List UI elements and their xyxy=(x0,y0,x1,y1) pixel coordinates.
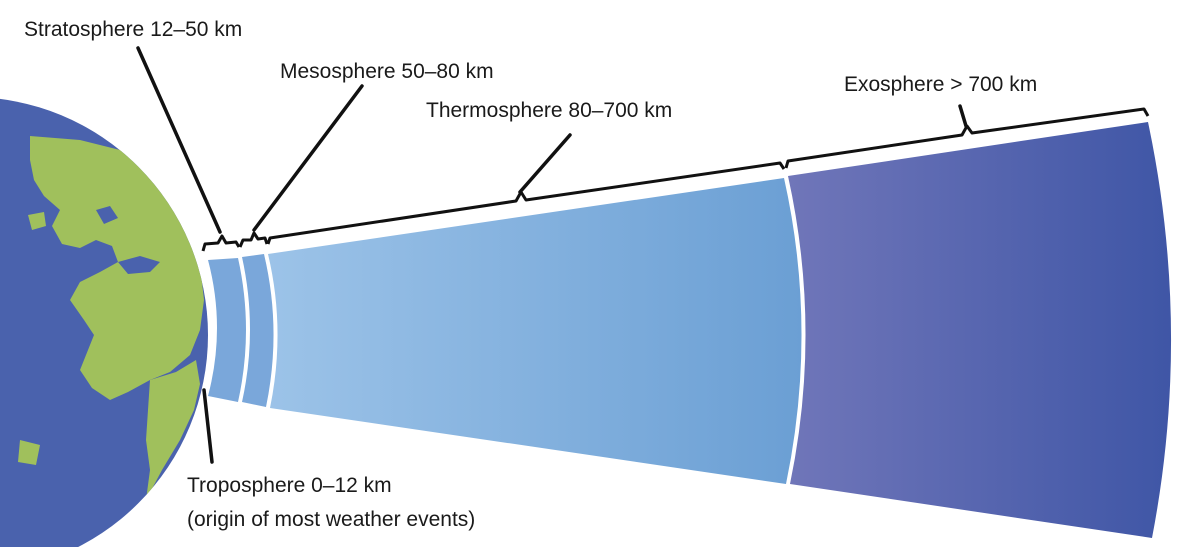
earth-globe-icon xyxy=(0,97,208,547)
thermosphere-leader xyxy=(520,135,570,192)
troposphere-leader xyxy=(204,390,212,462)
thermosphere-band xyxy=(268,178,802,484)
thermosphere-label: Thermosphere 80–700 km xyxy=(426,99,672,122)
troposphere-label: Troposphere 0–12 km xyxy=(187,474,392,497)
mesosphere-bracket xyxy=(240,233,267,247)
stratosphere-label: Stratosphere 12–50 km xyxy=(24,18,242,41)
mesosphere-label: Mesosphere 50–80 km xyxy=(280,60,494,83)
troposphere-sublabel: (origin of most weather events) xyxy=(187,508,475,531)
exosphere-leader xyxy=(960,106,966,126)
exosphere-label: Exosphere > 700 km xyxy=(844,73,1037,96)
exosphere-band xyxy=(788,122,1171,538)
mesosphere-leader xyxy=(254,86,362,230)
stratosphere-bracket xyxy=(203,236,239,251)
